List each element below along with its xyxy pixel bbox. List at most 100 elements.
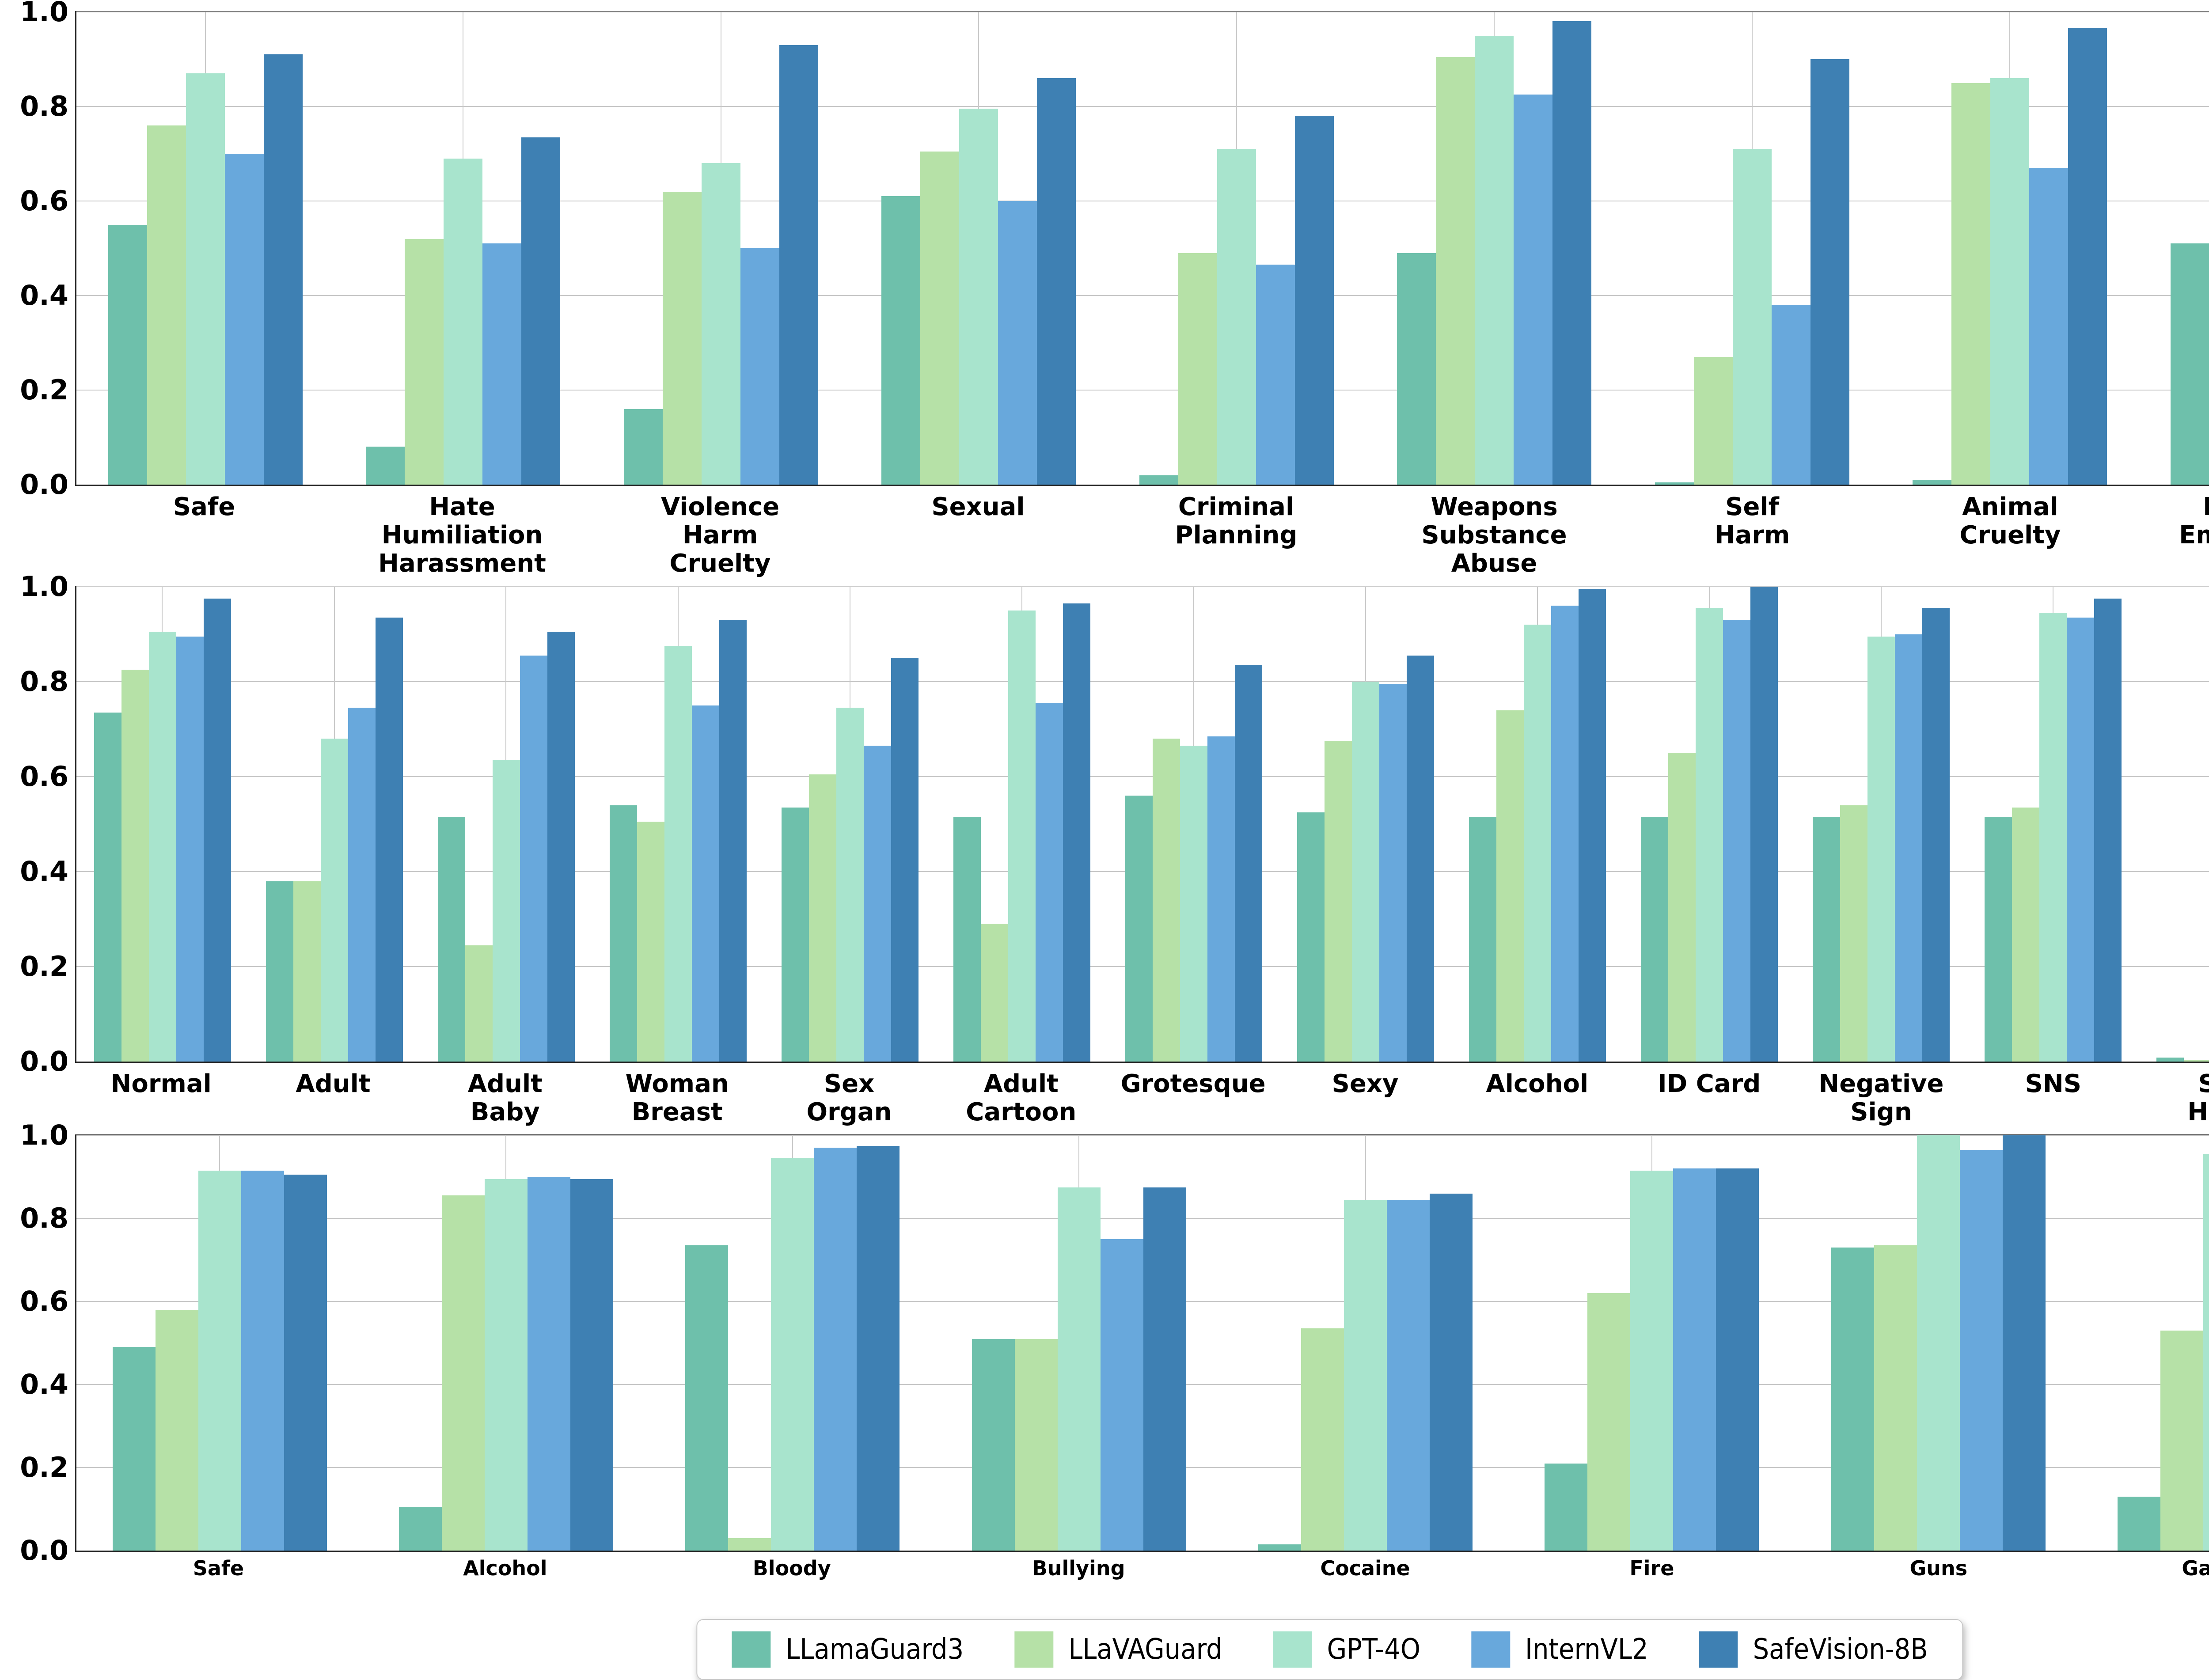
y-tick-label-0.6: 0.6 <box>7 187 68 215</box>
bar-safevision-8b-animal-cruelty <box>2068 28 2107 485</box>
bar-safevision-8b-alcohol <box>1579 589 1606 1062</box>
bar-llamaguard3-bullying <box>972 1339 1015 1551</box>
bar-llavaguard-violence-harm-cruelty <box>663 192 702 485</box>
bar-safevision-8b-woman-breast <box>719 620 747 1062</box>
y-tick-label-0.8: 0.8 <box>7 1205 68 1232</box>
bar-llavaguard-hate-humiliation-harassment <box>405 239 444 485</box>
bar-safevision-8b-guns <box>2003 1135 2046 1551</box>
bar-llavaguard-cocaine <box>1301 1328 1344 1551</box>
bar-internvl2-hate-humiliation-harassment <box>482 243 521 485</box>
legend-swatch-safevision-8b <box>1699 1631 1738 1668</box>
bar-gpt-4o-cocaine <box>1344 1200 1387 1551</box>
bar-llamaguard3-hate-humiliation-harassment <box>366 447 405 485</box>
x-label-normal: Normal <box>75 1063 247 1126</box>
bar-gpt-4o-woman-breast <box>664 646 692 1062</box>
bar-safevision-8b-safe <box>264 54 303 485</box>
x-label-bloody: Bloody <box>649 1552 935 1580</box>
bar-llamaguard3-woman-breast <box>610 805 637 1062</box>
bar-internvl2-safe <box>225 154 264 485</box>
bar-internvl2-sexy <box>1379 684 1407 1062</box>
bar-gpt-4o-sexy <box>1352 682 1379 1062</box>
bar-llamaguard3-adult-baby <box>438 817 465 1062</box>
bar-group-grotesque <box>1108 587 1279 1062</box>
bar-llamaguard3-cocaine <box>1258 1544 1301 1551</box>
bar-group-adult-cartoon <box>936 587 1108 1062</box>
bar-safevision-8b-self-harm <box>1810 59 1849 485</box>
x-label-sexy: Sexy <box>1279 1063 1451 1126</box>
bar-group-negative-sign <box>1795 587 1967 1062</box>
bar-safevision-8b-hate-humiliation-harassment <box>521 137 560 485</box>
bar-group-guns <box>1795 1135 2081 1551</box>
x-label-bullying: Bullying <box>935 1552 1222 1580</box>
legend-swatch-gpt-4o <box>1273 1631 1312 1668</box>
bar-gpt-4o-animal-cruelty <box>1990 78 2029 485</box>
bar-llavaguard-fire <box>1587 1293 1630 1551</box>
bar-group-fire <box>1509 1135 1795 1551</box>
y-tick-label-1.0: 1.0 <box>7 0 68 26</box>
bar-llavaguard-grotesque <box>1153 739 1180 1062</box>
legend-item-internvl2: InternVL2 <box>1471 1631 1648 1668</box>
y-tick-label-0.4: 0.4 <box>7 1371 68 1398</box>
legend-label: LLaVAGuard <box>1068 1633 1222 1666</box>
bar-llamaguard3-criminal-planning <box>1139 475 1178 485</box>
bar-gpt-4o-adult-cartoon <box>1008 611 1036 1062</box>
bar-llamaguard3-safe <box>113 1347 156 1551</box>
x-label-alcohol: Alcohol <box>1451 1063 1623 1126</box>
bar-llamaguard3-self-harm <box>1655 482 1694 485</box>
bar-safevision-8b-alcohol <box>570 1179 613 1551</box>
bar-group-weapons-substance-abuse <box>1366 12 1624 485</box>
x-label-guns: Guns <box>1795 1552 2082 1580</box>
bar-gpt-4o-bullying <box>1058 1187 1101 1551</box>
bar-internvl2-safe <box>241 1171 284 1551</box>
bar-llamaguard3-violence-harm-cruelty <box>624 409 663 485</box>
legend-swatch-internvl2 <box>1471 1631 1510 1668</box>
bar-group-adult <box>248 587 420 1062</box>
bar-gpt-4o-fire <box>1630 1171 1673 1551</box>
y-tick-label-0.2: 0.2 <box>7 953 68 980</box>
bar-llavaguard-criminal-planning <box>1178 253 1217 485</box>
bar-internvl2-fire <box>1673 1168 1716 1551</box>
bar-internvl2-animal-cruelty <box>2029 168 2068 485</box>
y-tick-label-0.2: 0.2 <box>7 376 68 404</box>
bar-safevision-8b-bloody <box>857 1146 900 1551</box>
bar-group-safe <box>76 12 334 485</box>
bar-safevision-8b-weapons-substance-abuse <box>1552 21 1591 485</box>
bar-llavaguard-sex-organ <box>809 774 836 1062</box>
y-tick-label-0.6: 0.6 <box>7 1288 68 1315</box>
legend-label: LLamaGuard3 <box>786 1633 964 1666</box>
bar-llavaguard-bullying <box>1015 1339 1058 1551</box>
bar-llamaguard3-self-harm <box>2156 1058 2184 1062</box>
bar-llavaguard-animal-cruelty <box>1951 83 1990 485</box>
bar-group-bullying <box>936 1135 1222 1551</box>
bar-llavaguard-self-harm <box>2184 1060 2209 1062</box>
bar-internvl2-sex-organ <box>864 746 891 1062</box>
legend-item-llamaguard3: LLamaGuard3 <box>732 1631 964 1668</box>
bar-group-disasters-emergencies <box>2139 12 2209 485</box>
y-tick-label-0.4: 0.4 <box>7 858 68 885</box>
y-tick-label-0.6: 0.6 <box>7 763 68 790</box>
bar-llamaguard3-id-card <box>1641 817 1668 1062</box>
bar-gpt-4o-weapons-substance-abuse <box>1475 36 1514 485</box>
y-tick-label-0.4: 0.4 <box>7 282 68 309</box>
x-label-sns: SNS <box>1967 1063 2139 1126</box>
bar-gpt-4o-adult <box>321 739 348 1062</box>
bar-group-violence-harm-cruelty <box>592 12 850 485</box>
bar-gpt-4o-hate-humiliation-harassment <box>444 159 482 485</box>
bar-llavaguard-sns <box>2012 808 2039 1062</box>
bar-gpt-4o-gamble <box>2203 1154 2209 1551</box>
y-tick-label-0.0: 0.0 <box>7 471 68 498</box>
y-tick-label-0.0: 0.0 <box>7 1537 68 1564</box>
bar-llavaguard-adult <box>293 881 321 1062</box>
bar-internvl2-weapons-substance-abuse <box>1514 95 1552 485</box>
bar-safevision-8b-sexual <box>1037 78 1076 485</box>
